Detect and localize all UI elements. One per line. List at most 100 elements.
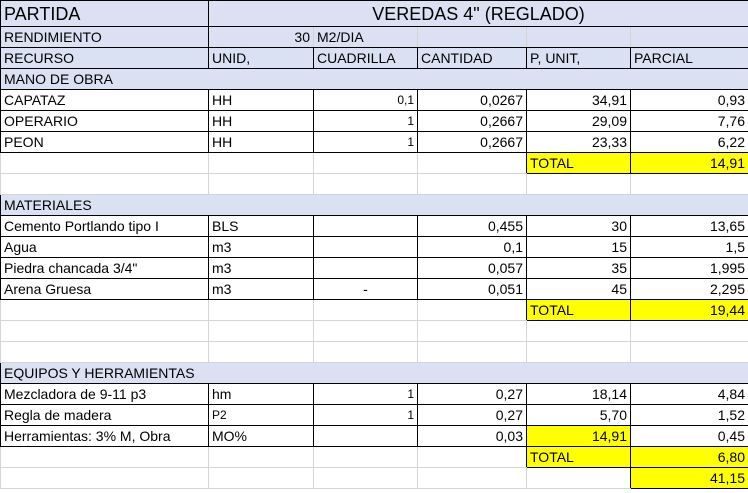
cell-punit[interactable]: 18,14: [526, 383, 631, 405]
cell-cuadrilla[interactable]: 1: [313, 110, 418, 132]
cell-punit[interactable]: 29,09: [526, 110, 631, 132]
cell-cuadrilla[interactable]: [313, 215, 418, 237]
cell-cantidad[interactable]: 0,03: [417, 425, 527, 447]
cell-cuadrilla[interactable]: 1: [313, 404, 418, 426]
section-title-materiales[interactable]: MATERIALES: [0, 194, 748, 216]
cell-cuadrilla[interactable]: 1: [313, 131, 418, 153]
cell-recurso[interactable]: Mezcladora de 9-11 p3: [0, 383, 209, 405]
empty-cell[interactable]: [313, 341, 418, 363]
cell-recurso[interactable]: Regla de madera: [0, 404, 209, 426]
cell-recurso[interactable]: OPERARIO: [0, 110, 209, 132]
rendimiento-unit[interactable]: M2/DIA: [313, 26, 418, 48]
total-label[interactable]: TOTAL: [526, 299, 631, 321]
empty-cell[interactable]: [526, 467, 631, 489]
cell-punit[interactable]: 23,33: [526, 131, 631, 153]
cell-parcial[interactable]: 6,22: [630, 131, 748, 153]
cell-unid[interactable]: m3: [208, 236, 314, 258]
cell-punit[interactable]: 45: [526, 278, 631, 300]
section-title-equipos[interactable]: EQUIPOS Y HERRAMIENTAS: [0, 362, 748, 384]
empty-cell[interactable]: [417, 26, 527, 48]
cell-cantidad[interactable]: 0,27: [417, 383, 527, 405]
cell-punit[interactable]: 5,70: [526, 404, 631, 426]
empty-cell[interactable]: [208, 446, 314, 468]
empty-cell[interactable]: [0, 173, 209, 195]
cell-cuadrilla[interactable]: [313, 257, 418, 279]
cell-cuadrilla[interactable]: -: [313, 278, 418, 300]
empty-cell[interactable]: [526, 341, 631, 363]
empty-cell[interactable]: [0, 320, 209, 342]
cell-cantidad[interactable]: 0,057: [417, 257, 527, 279]
cell-unid[interactable]: MO%: [208, 425, 314, 447]
total-value[interactable]: 19,44: [630, 299, 748, 321]
empty-cell[interactable]: [208, 152, 314, 174]
total-value[interactable]: 14,91: [630, 152, 748, 174]
empty-cell[interactable]: [313, 152, 418, 174]
empty-cell[interactable]: [417, 467, 527, 489]
cell-parcial[interactable]: 13,65: [630, 215, 748, 237]
col-header-recurso[interactable]: RECURSO: [0, 47, 209, 69]
cell-unid[interactable]: P2: [208, 404, 314, 426]
cell-cuadrilla[interactable]: 0,1: [313, 89, 418, 111]
cell-unid[interactable]: m3: [208, 257, 314, 279]
empty-cell[interactable]: [526, 173, 631, 195]
empty-cell[interactable]: [526, 320, 631, 342]
cell-punit[interactable]: 34,91: [526, 89, 631, 111]
cell-parcial[interactable]: 4,84: [630, 383, 748, 405]
cell-cuadrilla[interactable]: [313, 236, 418, 258]
cell-parcial[interactable]: 1,995: [630, 257, 748, 279]
empty-cell[interactable]: [630, 320, 748, 342]
cell-recurso[interactable]: CAPATAZ: [0, 89, 209, 111]
col-header-parcial[interactable]: PARCIAL: [630, 47, 748, 69]
total-label[interactable]: TOTAL: [526, 446, 631, 468]
cell-unid[interactable]: HH: [208, 131, 314, 153]
cell-parcial[interactable]: 1,5: [630, 236, 748, 258]
empty-cell[interactable]: [208, 299, 314, 321]
cell-cantidad[interactable]: 0,051: [417, 278, 527, 300]
total-label[interactable]: TOTAL: [526, 152, 631, 174]
cell-recurso[interactable]: PEON: [0, 131, 209, 153]
cell-cantidad[interactable]: 0,1: [417, 236, 527, 258]
empty-cell[interactable]: [208, 173, 314, 195]
cell-parcial[interactable]: 0,45: [630, 425, 748, 447]
cell-cantidad[interactable]: 0,0267: [417, 89, 527, 111]
partida-value[interactable]: VEREDAS 4" (REGLADO): [208, 0, 748, 27]
cell-cuadrilla[interactable]: [313, 425, 418, 447]
empty-cell[interactable]: [313, 446, 418, 468]
cell-recurso[interactable]: Agua: [0, 236, 209, 258]
partida-label[interactable]: PARTIDA: [0, 0, 209, 27]
cell-cuadrilla[interactable]: 1: [313, 383, 418, 405]
empty-cell[interactable]: [208, 341, 314, 363]
cell-parcial[interactable]: 2,295: [630, 278, 748, 300]
cell-recurso[interactable]: Arena Gruesa: [0, 278, 209, 300]
empty-cell[interactable]: [0, 341, 209, 363]
cell-recurso[interactable]: Herramientas: 3% M, Obra: [0, 425, 209, 447]
cell-unid[interactable]: hm: [208, 383, 314, 405]
empty-cell[interactable]: [417, 446, 527, 468]
cell-recurso[interactable]: Piedra chancada 3/4": [0, 257, 209, 279]
cell-unid[interactable]: m3: [208, 278, 314, 300]
col-header-punit[interactable]: P, UNIT,: [526, 47, 631, 69]
empty-cell[interactable]: [417, 320, 527, 342]
cell-parcial[interactable]: 0,93: [630, 89, 748, 111]
empty-cell[interactable]: [417, 152, 527, 174]
empty-cell[interactable]: [313, 299, 418, 321]
total-value[interactable]: 6,80: [630, 446, 748, 468]
cell-punit[interactable]: 14,91: [526, 425, 631, 447]
empty-cell[interactable]: [417, 299, 527, 321]
cell-punit[interactable]: 35: [526, 257, 631, 279]
empty-cell[interactable]: [417, 173, 527, 195]
cell-unid[interactable]: HH: [208, 110, 314, 132]
empty-cell[interactable]: [0, 446, 209, 468]
cell-punit[interactable]: 15: [526, 236, 631, 258]
col-header-unid[interactable]: UNID,: [208, 47, 314, 69]
section-title-mano-obra[interactable]: MANO DE OBRA: [0, 68, 748, 90]
cell-unid[interactable]: HH: [208, 89, 314, 111]
cell-recurso[interactable]: Cemento Portlando tipo I: [0, 215, 209, 237]
col-header-cantidad[interactable]: CANTIDAD: [417, 47, 527, 69]
empty-cell[interactable]: [0, 152, 209, 174]
cell-cantidad[interactable]: 0,455: [417, 215, 527, 237]
empty-cell[interactable]: [630, 341, 748, 363]
cell-cantidad[interactable]: 0,2667: [417, 131, 527, 153]
empty-cell[interactable]: [630, 26, 748, 48]
empty-cell[interactable]: [208, 467, 314, 489]
